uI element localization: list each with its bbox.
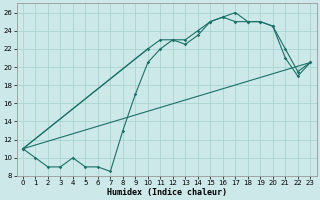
X-axis label: Humidex (Indice chaleur): Humidex (Indice chaleur) <box>107 188 227 197</box>
